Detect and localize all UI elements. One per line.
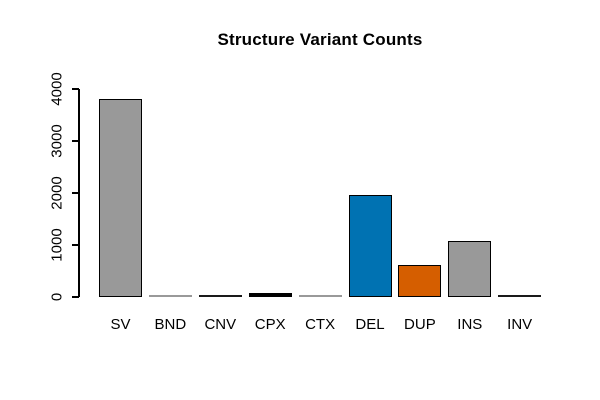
x-tick-label-del: DEL: [355, 316, 385, 333]
y-tick-label: 2000: [48, 176, 66, 210]
bar-sv: [99, 99, 142, 297]
y-tick-label: 3000: [48, 124, 66, 158]
x-tick-label-bnd: BND: [154, 316, 187, 333]
bar-dup: [398, 264, 442, 297]
chart-title: Structure Variant Counts: [217, 30, 423, 49]
bar-cnv: [198, 294, 242, 297]
x-tick-label-dup: DUP: [404, 316, 436, 333]
bar-bnd: [148, 294, 192, 297]
x-tick-label-cpx: CPX: [254, 316, 286, 333]
y-tick-label: 4000: [48, 72, 66, 106]
bar-ctx: [298, 294, 342, 297]
x-tick-label-ins: INS: [457, 316, 483, 333]
bar-cpx: [248, 293, 292, 297]
bar-del: [348, 195, 392, 297]
x-tick-label-ctx: CTX: [305, 316, 336, 333]
x-tick-label-sv: SV: [110, 316, 131, 333]
x-tick-label-cnv: CNV: [204, 316, 237, 333]
y-axis-tick: [72, 192, 79, 194]
bar-inv: [498, 294, 542, 297]
y-axis-tick: [72, 244, 79, 246]
y-axis-tick: [72, 140, 79, 142]
y-axis-tick: [72, 88, 79, 90]
y-tick-label: 0: [48, 292, 66, 302]
bar-ins: [448, 240, 492, 297]
y-tick-label: 1000: [48, 228, 66, 262]
y-axis-tick: [72, 296, 79, 298]
x-tick-label-inv: INV: [507, 316, 533, 333]
